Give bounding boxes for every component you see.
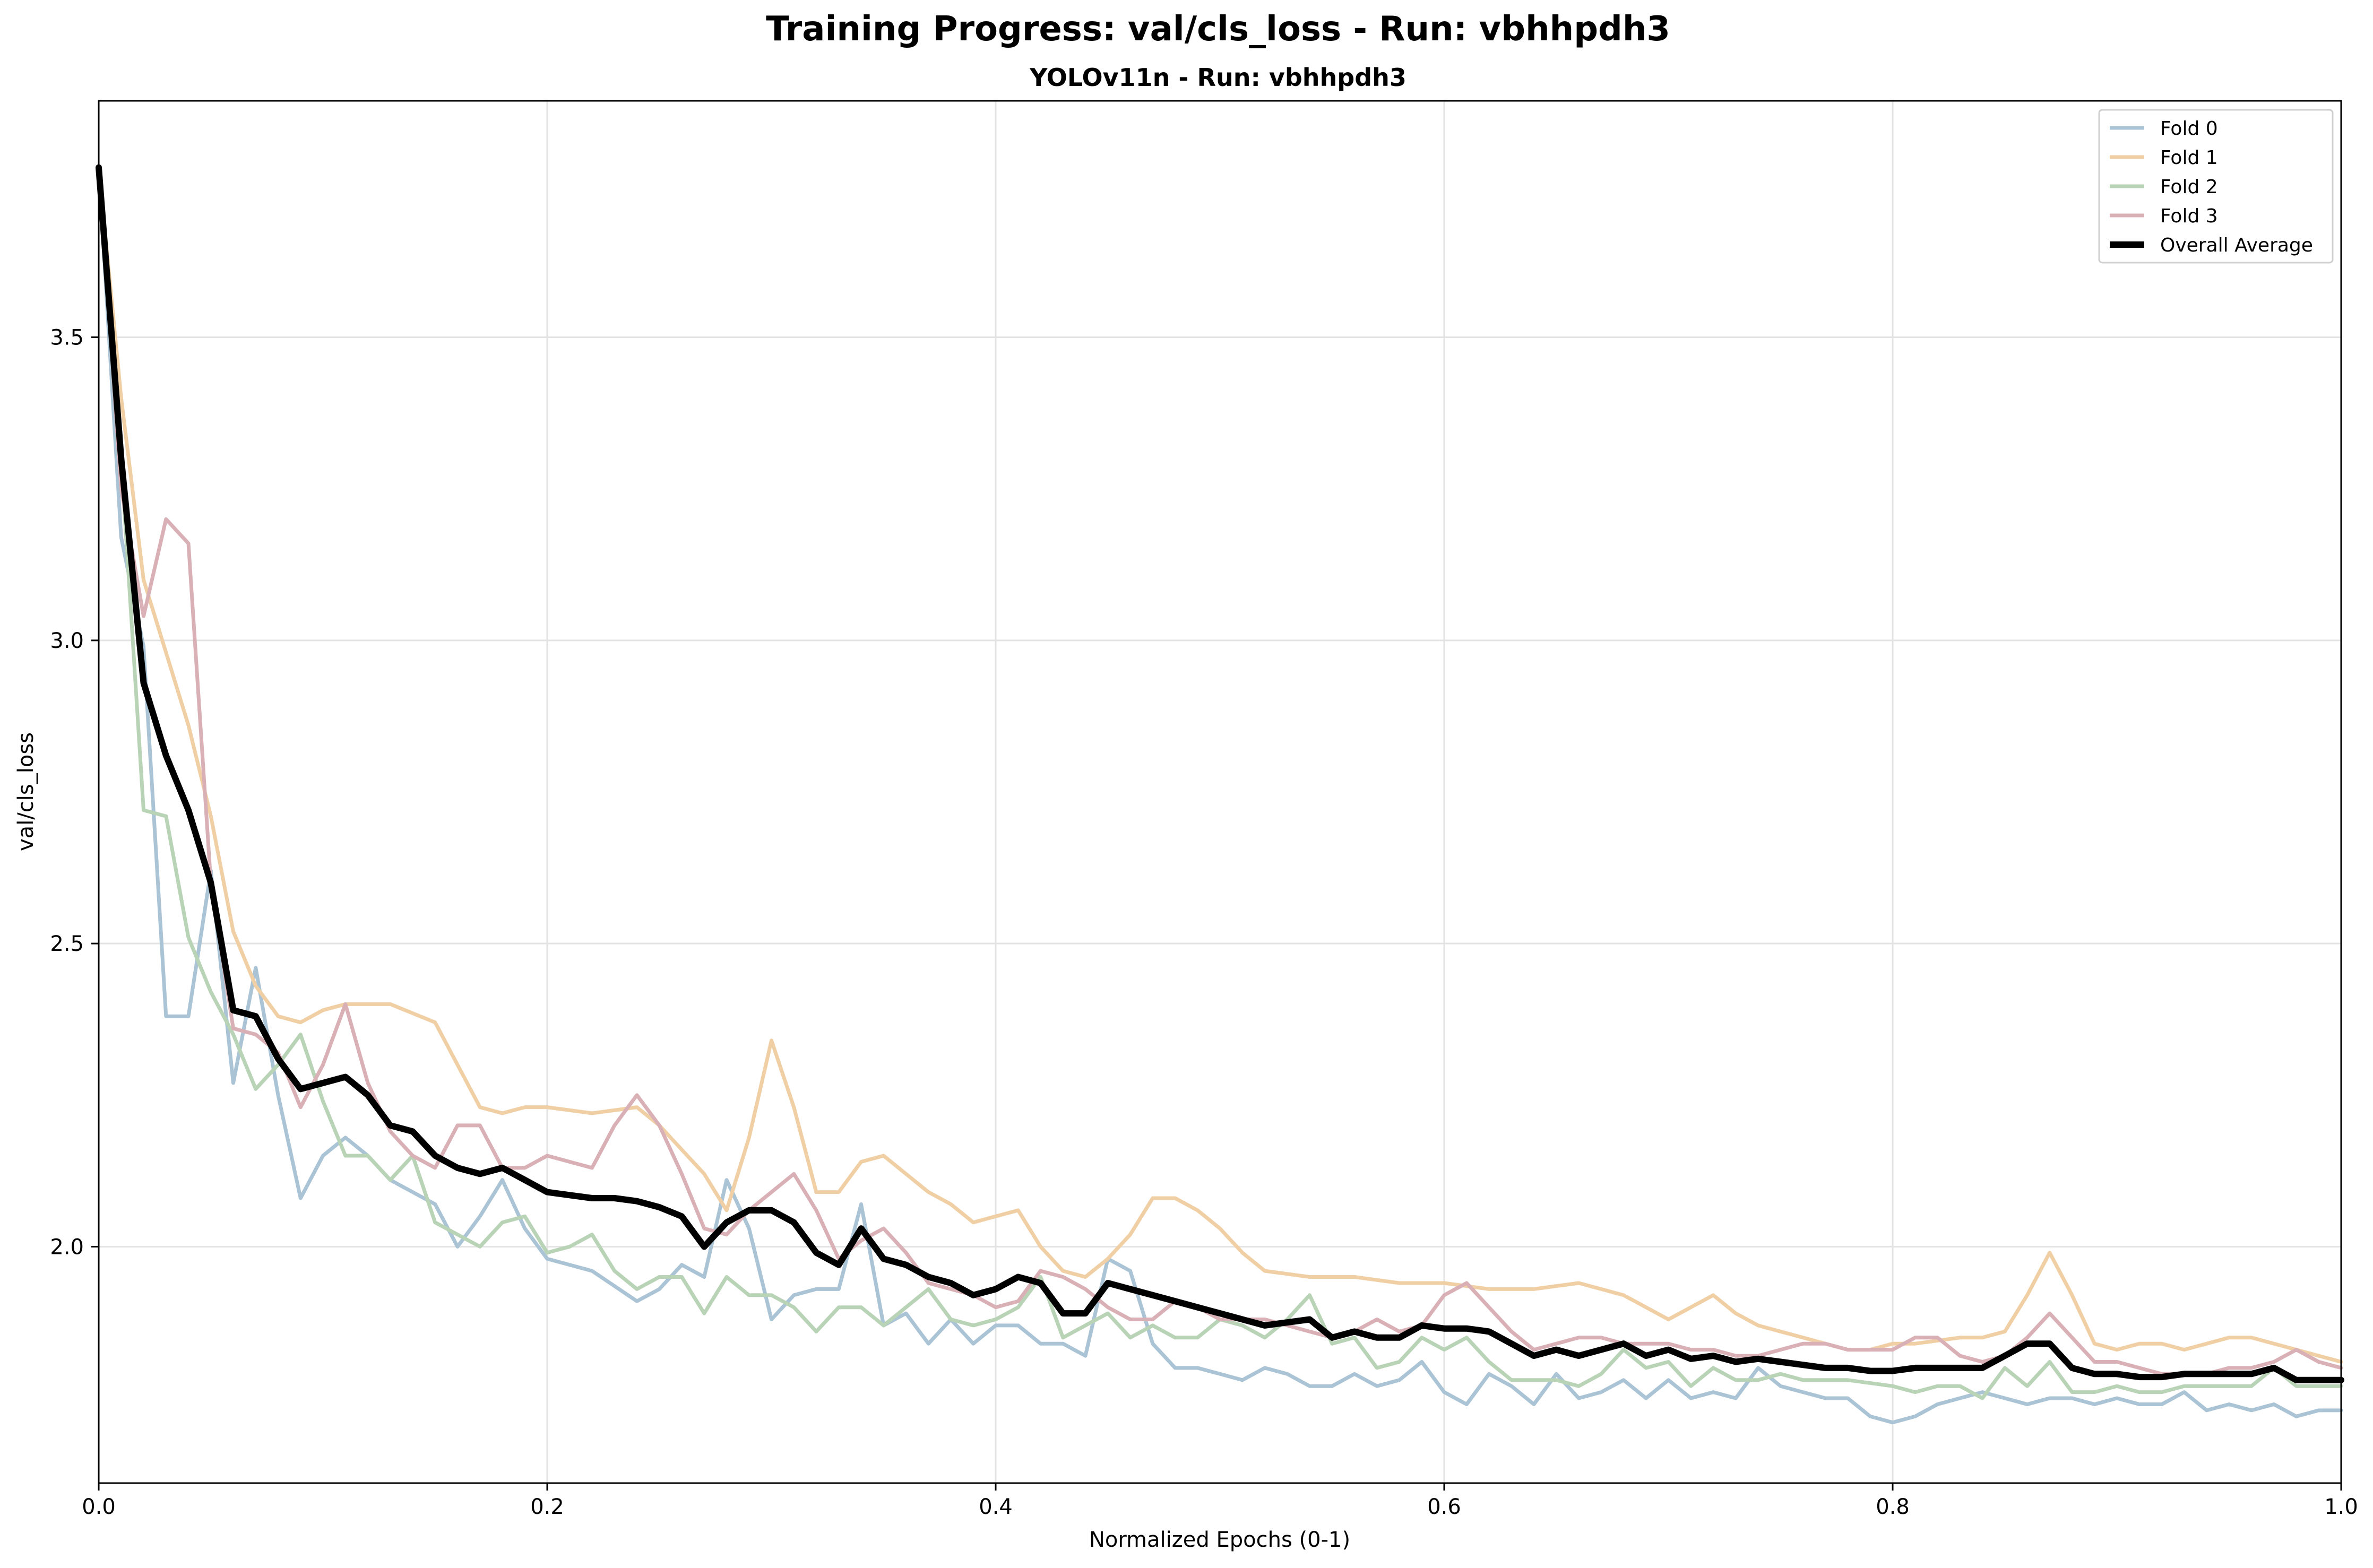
legend: Fold 0 Fold 1 Fold 2 Fold 3 Overall Average (2098, 109, 2334, 264)
chart-title: Training Progress: val/cls_loss - Run: v… (766, 10, 1670, 49)
x-tick-label: 1.0 (2324, 1495, 2358, 1519)
legend-label-fold-1: Fold 1 (2160, 147, 2218, 169)
legend-label-fold-3: Fold 3 (2160, 205, 2218, 227)
series-line-fold-2 (97, 166, 2343, 1400)
x-tick-label: 0.0 (82, 1495, 116, 1519)
axis-ticks: 0.0 0.2 0.4 0.6 0.8 1.0 2.0 2.5 3.0 3.5 (50, 326, 2358, 1519)
x-tick-label: 0.4 (979, 1495, 1013, 1519)
x-tick-label: 0.2 (530, 1495, 564, 1519)
y-tick-label: 3.0 (50, 629, 84, 653)
series-line-fold-1 (97, 166, 2343, 1364)
y-axis-label: val/cls_loss (14, 732, 38, 851)
x-tick-label: 0.8 (1876, 1495, 1910, 1519)
plot-area-frame (98, 100, 2342, 1484)
chart-subtitle: YOLOv11n - Run: vbhhpdh3 (1029, 63, 1406, 92)
legend-label-fold-2: Fold 2 (2160, 176, 2218, 198)
y-tick-label: 3.5 (50, 326, 84, 350)
legend-label-overall-average: Overall Average (2160, 235, 2313, 256)
x-tick-label: 0.6 (1427, 1495, 1461, 1519)
x-axis-label: Normalized Epochs (0-1) (1089, 1528, 1350, 1552)
y-tick-label: 2.5 (50, 932, 84, 956)
y-tick-label: 2.0 (50, 1235, 84, 1259)
legend-box (2098, 109, 2334, 264)
series-line-fold-3 (97, 166, 2343, 1376)
series-line-overall-average (96, 164, 2344, 1383)
legend-label-fold-0: Fold 0 (2160, 118, 2218, 140)
series-lines (96, 164, 2344, 1425)
